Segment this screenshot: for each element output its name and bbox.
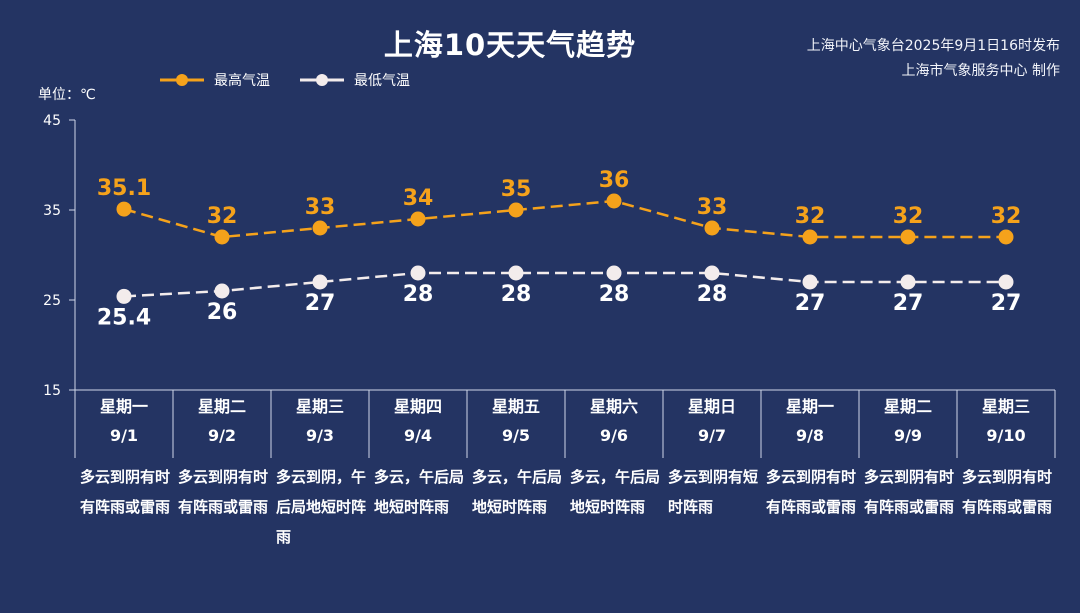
weekday-label: 星期日 xyxy=(687,397,736,416)
legend-item-high: 最高气温 xyxy=(160,70,270,90)
series-line-low xyxy=(123,271,1006,298)
weather-description: 多云到阴有时有阵雨或雷雨 xyxy=(962,468,1053,516)
data-label-low: 27 xyxy=(795,291,826,316)
data-point-low xyxy=(116,288,132,304)
day-header: 星期五 9/5 xyxy=(467,392,565,458)
weekday-label: 星期一 xyxy=(99,397,148,416)
data-point-low xyxy=(312,274,328,290)
date-label: 9/4 xyxy=(403,426,433,445)
day-header: 星期一 9/1 xyxy=(75,392,173,458)
data-point-high xyxy=(998,229,1014,245)
weather-description: 多云，午后局地短时阵雨 xyxy=(570,468,661,516)
day-header: 星期四 9/4 xyxy=(369,392,467,458)
weather-description: 多云到阴，午后局地短时阵雨 xyxy=(276,468,367,546)
data-point-low xyxy=(508,265,524,281)
legend: 最高气温 最低气温 xyxy=(160,70,410,90)
y-tick-label: 15 xyxy=(43,383,61,399)
y-tick-label: 45 xyxy=(43,113,61,129)
data-point-low xyxy=(802,274,818,290)
data-point-low xyxy=(410,265,426,281)
y-tick-label: 25 xyxy=(43,293,61,309)
data-label-high: 34 xyxy=(403,186,434,211)
legend-high-label: 最高气温 xyxy=(214,73,270,89)
data-label-high: 32 xyxy=(991,204,1022,229)
date-label: 9/2 xyxy=(207,426,237,445)
data-point-low xyxy=(704,265,720,281)
data-label-high: 32 xyxy=(893,204,924,229)
day-header: 星期三 9/3 xyxy=(271,392,369,458)
data-label-high: 36 xyxy=(599,168,630,193)
data-label-high: 33 xyxy=(697,195,728,220)
data-point-high xyxy=(802,229,818,245)
data-point-high xyxy=(116,201,132,217)
date-label: 9/7 xyxy=(697,426,727,445)
data-label-low: 26 xyxy=(207,300,238,325)
chart-title: 上海10天天气趋势 xyxy=(383,28,637,62)
weather-description: 多云到阴有时有阵雨或雷雨 xyxy=(864,468,955,516)
data-point-high xyxy=(214,229,230,245)
weather-description: 多云到阴有时有阵雨或雷雨 xyxy=(178,468,269,516)
date-label: 9/10 xyxy=(986,426,1026,445)
day-header: 星期一 9/8 xyxy=(761,392,859,458)
data-point-high xyxy=(508,202,524,218)
day-header: 星期六 9/6 xyxy=(565,392,663,458)
date-label: 9/8 xyxy=(795,426,825,445)
weekday-label: 星期一 xyxy=(785,397,834,416)
weather-description: 多云到阴有短时阵雨 xyxy=(668,468,759,516)
weather-description: 多云到阴有时有阵雨或雷雨 xyxy=(766,468,857,516)
issuer-line-2: 上海市气象服务中心 制作 xyxy=(901,63,1060,79)
legend-low-label: 最低气温 xyxy=(354,73,410,89)
data-label-low: 28 xyxy=(403,282,434,307)
weekday-label: 星期三 xyxy=(981,397,1030,416)
data-label-high: 35.1 xyxy=(97,176,151,201)
day-header: 星期二 9/2 xyxy=(173,392,271,458)
weather-description: 多云，午后局地短时阵雨 xyxy=(472,468,563,516)
issuer-line-1: 上海中心气象台2025年9月1日16时发布 xyxy=(806,38,1060,54)
data-point-high xyxy=(704,220,720,236)
unit-label: 单位：℃ xyxy=(38,87,96,103)
date-label: 9/6 xyxy=(599,426,629,445)
y-tick-label: 35 xyxy=(43,203,61,219)
data-label-low: 25.4 xyxy=(97,305,151,330)
data-label-low: 27 xyxy=(991,291,1022,316)
weather-description: 多云到阴有时有阵雨或雷雨 xyxy=(80,468,171,516)
legend-low-marker-icon xyxy=(300,74,344,86)
data-label-high: 33 xyxy=(305,195,336,220)
date-label: 9/9 xyxy=(893,426,923,445)
day-header: 星期三 9/10 xyxy=(957,392,1055,458)
weekday-label: 星期六 xyxy=(589,397,638,416)
data-label-low: 27 xyxy=(305,291,336,316)
weekday-label: 星期二 xyxy=(883,397,932,416)
weekday-label: 星期四 xyxy=(393,397,442,416)
data-point-low xyxy=(606,265,622,281)
date-label: 9/1 xyxy=(109,426,139,445)
data-label-high: 32 xyxy=(795,204,826,229)
data-point-high xyxy=(900,229,916,245)
data-point-high xyxy=(410,211,426,227)
data-label-low: 28 xyxy=(697,282,728,307)
date-label: 9/5 xyxy=(501,426,531,445)
series-line-high xyxy=(123,199,1006,239)
weekday-label: 星期五 xyxy=(491,397,540,416)
data-point-high xyxy=(606,193,622,209)
weather-description: 多云，午后局地短时阵雨 xyxy=(374,468,465,516)
data-label-low: 28 xyxy=(599,282,630,307)
data-point-low xyxy=(998,274,1014,290)
issuer-info: 上海中心气象台2025年9月1日16时发布 上海市气象服务中心 制作 xyxy=(807,34,1060,84)
date-label: 9/3 xyxy=(305,426,335,445)
data-label-high: 35 xyxy=(501,177,532,202)
data-point-high xyxy=(312,220,328,236)
day-header: 星期二 9/9 xyxy=(859,392,957,458)
data-point-low xyxy=(900,274,916,290)
legend-high-marker-icon xyxy=(160,74,204,86)
legend-item-low: 最低气温 xyxy=(300,70,410,90)
weekday-label: 星期二 xyxy=(197,397,246,416)
data-point-low xyxy=(214,283,230,299)
data-label-high: 32 xyxy=(207,204,238,229)
data-label-low: 27 xyxy=(893,291,924,316)
data-label-low: 28 xyxy=(501,282,532,307)
weekday-label: 星期三 xyxy=(295,397,344,416)
day-header: 星期日 9/7 xyxy=(663,392,761,458)
